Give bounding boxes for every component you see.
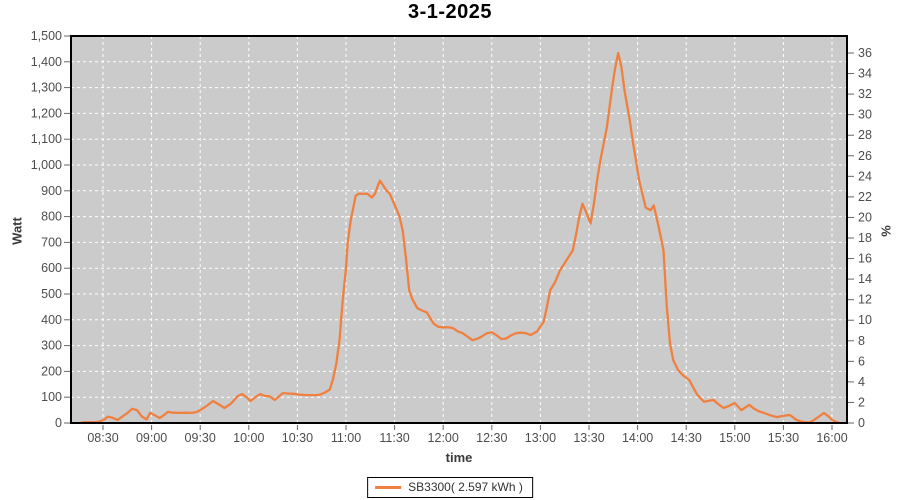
y-tick-label: 600 — [41, 261, 62, 275]
y2-axis-title: % — [878, 225, 894, 237]
chart-title: 3-1-2025 — [407, 1, 493, 23]
y-tick-label: 1,200 — [31, 106, 62, 120]
y-tick-label: 900 — [41, 184, 62, 198]
y2-tick-label: 10 — [858, 313, 872, 327]
y2-tick-label: 30 — [858, 108, 872, 122]
y2-tick-label: 24 — [858, 169, 872, 183]
x-tick-label: 14:30 — [671, 431, 702, 445]
y-tick-label: 1,100 — [31, 132, 62, 146]
y2-tick-label: 0 — [858, 416, 865, 430]
y2-tick-label: 2 — [858, 395, 865, 409]
y-axis-title: Watt — [9, 217, 25, 245]
x-tick-label: 09:30 — [185, 431, 216, 445]
y2-tick-label: 26 — [858, 149, 872, 163]
x-tick-label: 15:30 — [768, 431, 799, 445]
y2-tick-label: 22 — [858, 190, 872, 204]
y2-tick-label: 14 — [858, 272, 872, 286]
x-tick-label: 13:30 — [573, 431, 604, 445]
y-tick-label: 100 — [41, 390, 62, 404]
y2-tick-label: 16 — [858, 252, 872, 266]
x-tick-label: 10:30 — [282, 431, 313, 445]
x-tick-label: 11:30 — [379, 431, 409, 445]
y2-tick-label: 18 — [858, 231, 872, 245]
y-tick-label: 300 — [41, 339, 62, 353]
y-tick-label: 800 — [41, 210, 62, 224]
x-tick-label: 13:00 — [525, 431, 556, 445]
x-tick-label: 08:30 — [87, 431, 118, 445]
y2-tick-label: 8 — [858, 334, 865, 348]
y2-tick-label: 4 — [858, 375, 865, 389]
y-tick-label: 1,400 — [31, 55, 62, 69]
y-tick-label: 500 — [41, 287, 62, 301]
plot-background — [71, 36, 847, 423]
x-tick-label: 12:00 — [428, 431, 459, 445]
x-tick-label: 14:00 — [622, 431, 653, 445]
y2-tick-label: 20 — [858, 210, 872, 224]
x-tick-label: 09:00 — [136, 431, 167, 445]
y2-tick-label: 36 — [858, 46, 872, 60]
x-tick-label: 15:00 — [719, 431, 750, 445]
y2-tick-label: 34 — [858, 67, 872, 81]
y-tick-label: 700 — [41, 235, 62, 249]
legend: SB3300( 2.597 kWh ) — [367, 477, 533, 498]
legend-label: SB3300( 2.597 kWh ) — [408, 480, 523, 494]
x-tick-label: 12:30 — [476, 431, 507, 445]
y2-tick-label: 6 — [858, 354, 865, 368]
y2-tick-label: 12 — [858, 293, 872, 307]
x-tick-label: 16:00 — [816, 431, 847, 445]
y-tick-label: 200 — [41, 364, 62, 378]
y-tick-label: 1,500 — [31, 29, 62, 43]
x-tick-label: 11:00 — [331, 431, 361, 445]
plot-frame — [70, 35, 848, 424]
y2-tick-label: 28 — [858, 128, 872, 142]
y-tick-label: 1,000 — [31, 158, 62, 172]
series-line — [79, 51, 842, 425]
y2-tick-label: 32 — [858, 87, 872, 101]
x-axis-title: time — [445, 450, 473, 465]
y-tick-label: 1,300 — [31, 81, 62, 95]
legend-line-swatch — [375, 485, 402, 489]
y-tick-label: 400 — [41, 313, 62, 327]
x-tick-label: 10:00 — [233, 431, 264, 445]
y-tick-label: 0 — [55, 416, 62, 430]
